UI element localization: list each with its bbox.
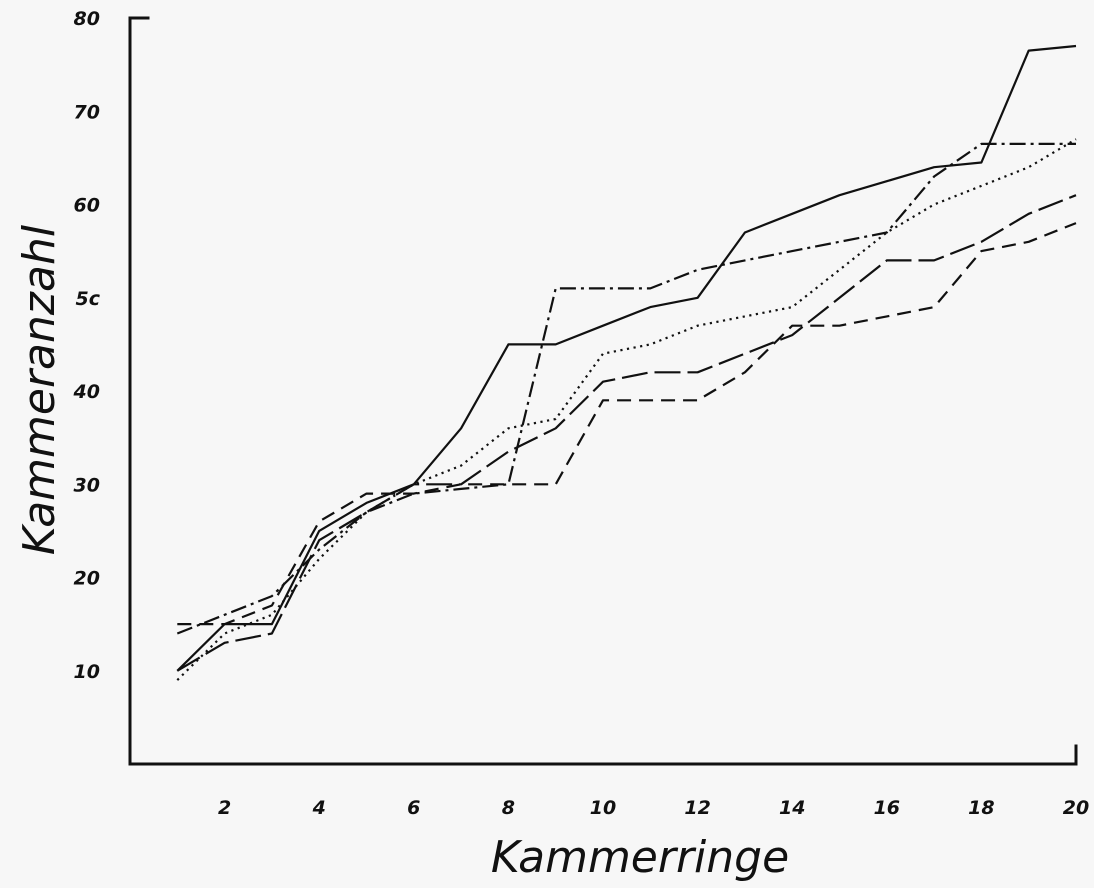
x-axis-title: Kammerringe: [491, 832, 789, 883]
x-tick-label: 4: [312, 797, 326, 819]
y-tick-label: 20: [74, 568, 100, 590]
y-tick-label: 10: [74, 661, 100, 683]
y-tick-label: 70: [74, 101, 100, 123]
series-line-dotted: [176, 138, 1077, 681]
y-tick-label: 30: [74, 474, 100, 496]
series-line-dash-dot: [176, 142, 1076, 635]
plot-area: 2 4 6 8 10 12 14 16 18 20 10 20 30 40 5c 60 70 80: [73, 8, 1090, 819]
series-line-long-dash: [176, 194, 1077, 672]
y-axis-title: Kammeranzahl: [14, 224, 65, 555]
x-tick-label: 16: [874, 797, 900, 819]
y-tick-labels: 10 20 30 40 5c 60 70 80: [73, 8, 101, 683]
y-tick-label: 40: [73, 381, 100, 403]
y-tick-label: 80: [74, 8, 100, 30]
y-tick-label: 5c: [76, 288, 101, 310]
x-tick-label: 2: [218, 797, 231, 819]
x-tick-labels: 2 4 6 8 10 12 14 16 18 20: [218, 797, 1089, 819]
series-line-dashed: [177, 222, 1077, 626]
x-tick-label: 12: [684, 797, 710, 819]
x-axis: [128, 744, 1078, 766]
x-tick-label: 8: [502, 797, 515, 819]
y-tick-label: 60: [74, 195, 100, 217]
x-tick-label: 10: [590, 797, 616, 819]
series-line-solid: [176, 44, 1077, 672]
x-tick-label: 14: [779, 797, 805, 819]
series-group: [176, 44, 1077, 681]
x-tick-label: 6: [407, 797, 420, 819]
x-tick-label: 18: [968, 797, 994, 819]
y-axis: [128, 16, 150, 766]
x-tick-label: 20: [1063, 797, 1089, 819]
